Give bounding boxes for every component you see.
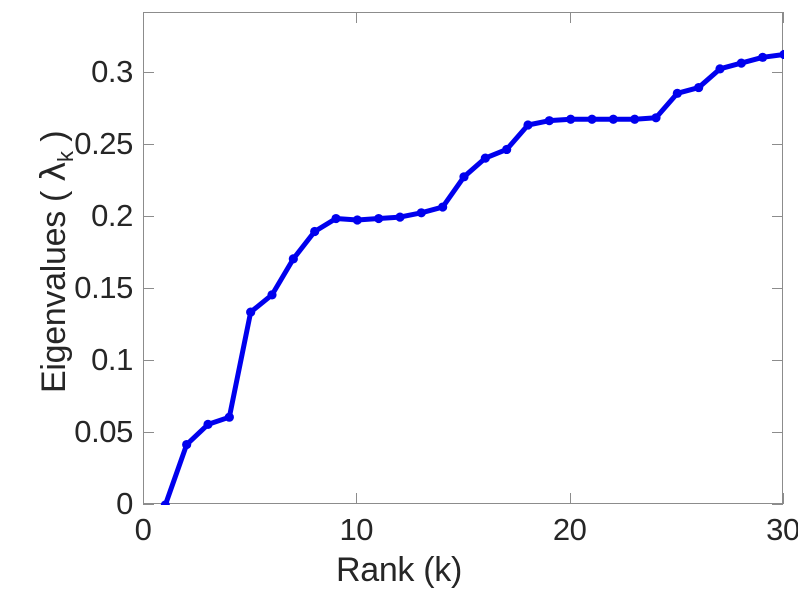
data-point <box>736 58 746 68</box>
x-axis-title: Rank (k) <box>335 551 463 589</box>
xtick-mark-top-30 <box>783 12 784 23</box>
data-point <box>224 412 234 422</box>
ytick-label-0.1: 0.1 <box>91 342 133 378</box>
xtick-label-30: 30 <box>766 512 798 547</box>
ytick-mark-right-0 <box>772 504 783 505</box>
data-point <box>630 114 640 124</box>
plot-area <box>143 12 784 505</box>
data-point <box>672 88 682 98</box>
data-point <box>395 212 405 222</box>
ytick-label-0.15: 0.15 <box>74 270 133 306</box>
xtick-mark-20 <box>569 493 571 504</box>
ytick-mark-right-0.05 <box>772 432 783 434</box>
ytick-label-0.2: 0.2 <box>91 198 133 234</box>
data-point <box>459 172 469 182</box>
data-point <box>438 202 448 212</box>
y-axis-title: Eigenvalues ( λk ) <box>34 0 84 542</box>
data-point <box>203 419 213 429</box>
ytick-mark-right-0.25 <box>772 144 783 146</box>
data-point-markers <box>160 49 784 505</box>
data-point <box>694 82 704 93</box>
ytick-mark-right-0.15 <box>772 288 783 290</box>
ytick-mark-0 <box>143 504 154 505</box>
ytick-mark-0.1 <box>143 360 154 362</box>
data-point <box>416 208 426 218</box>
data-point <box>331 213 341 224</box>
data-point <box>608 114 618 124</box>
xtick-mark-30 <box>783 493 784 504</box>
data-point <box>160 500 170 505</box>
xtick-mark-0 <box>143 493 144 504</box>
data-line-eigenvalue-spectrum <box>162 51 784 505</box>
data-point <box>246 307 256 317</box>
data-point <box>288 254 298 264</box>
xtick-mark-top-20 <box>569 12 571 23</box>
data-point <box>544 116 554 126</box>
data-point <box>267 290 277 300</box>
data-point <box>523 120 533 130</box>
ytick-label-0.25: 0.25 <box>74 126 133 162</box>
ytick-label-0.3: 0.3 <box>91 54 133 90</box>
ytick-mark-0.25 <box>143 144 154 146</box>
data-point <box>715 64 725 74</box>
y-axis-title-prefix: Eigenvalues ( <box>35 181 74 394</box>
ytick-mark-right-0.1 <box>772 360 783 362</box>
ytick-mark-right-0.2 <box>772 216 783 218</box>
xtick-label-20: 20 <box>552 512 587 547</box>
data-point <box>374 213 384 224</box>
xtick-mark-top-10 <box>356 12 358 23</box>
lambda-symbol: λ <box>34 161 75 182</box>
ytick-mark-0.2 <box>143 216 154 218</box>
data-point <box>566 114 576 124</box>
xtick-label-0: 0 <box>134 512 152 547</box>
ytick-label-0.05: 0.05 <box>74 414 133 450</box>
data-point <box>182 439 192 450</box>
data-point <box>480 153 490 163</box>
data-point <box>352 215 362 225</box>
chart-canvas <box>160 49 784 505</box>
data-point <box>779 49 784 60</box>
data-point <box>310 226 320 237</box>
ytick-mark-0.05 <box>143 432 154 434</box>
data-point <box>502 144 512 155</box>
ytick-mark-0.3 <box>143 72 154 74</box>
xtick-label-10: 10 <box>339 512 374 547</box>
data-point <box>651 113 661 123</box>
xtick-mark-top-0 <box>143 12 144 23</box>
ytick-label-0: 0 <box>116 486 133 521</box>
data-point <box>758 52 768 62</box>
ytick-mark-0.15 <box>143 288 154 290</box>
y-axis-title-suffix: ) <box>35 130 74 151</box>
data-point <box>587 114 597 124</box>
ytick-mark-right-0.3 <box>772 72 783 74</box>
lambda-subscript: k <box>52 150 78 162</box>
xtick-mark-10 <box>356 493 358 504</box>
